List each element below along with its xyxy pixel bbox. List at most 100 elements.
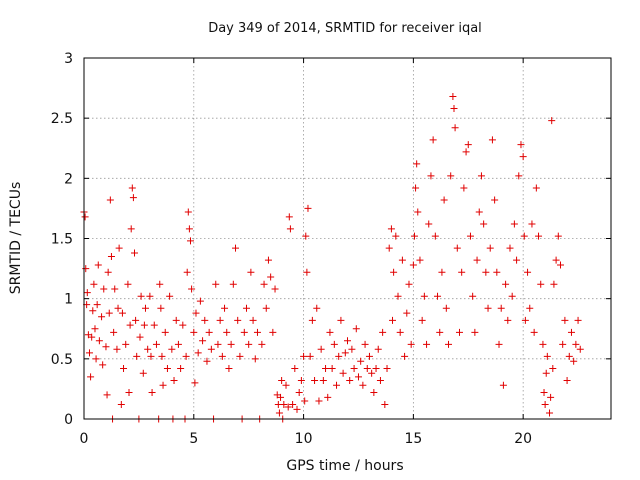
data-point (247, 268, 255, 276)
data-point (126, 321, 134, 329)
data-point (271, 285, 279, 293)
data-point (249, 316, 257, 324)
x-tick-label: 0 (80, 431, 89, 447)
data-point (214, 340, 222, 348)
data-point (118, 309, 126, 317)
data-point (170, 376, 178, 384)
data-point (133, 352, 141, 360)
gridlines (84, 58, 611, 419)
y-axis-label: SRMTID / TECUs (8, 182, 24, 295)
data-point (484, 304, 492, 312)
data-point (526, 304, 534, 312)
data-point (418, 316, 426, 324)
data-point (326, 328, 334, 336)
data-point (95, 337, 103, 345)
data-point (510, 220, 518, 228)
data-point (278, 376, 286, 384)
data-point (547, 393, 555, 401)
data-point (117, 401, 125, 409)
data-point (409, 261, 417, 269)
data-point (302, 232, 310, 240)
data-point (150, 321, 158, 329)
y-tick-label: 2.5 (51, 111, 73, 127)
data-point (344, 337, 351, 345)
data-point (414, 208, 422, 216)
data-point (449, 93, 457, 101)
data-point (125, 389, 133, 397)
data-point (158, 352, 166, 360)
data-point (253, 328, 261, 336)
data-point (199, 337, 207, 345)
data-point (379, 328, 387, 336)
data-point (81, 213, 89, 221)
data-point (227, 340, 235, 348)
data-point (462, 148, 470, 156)
data-point (260, 280, 268, 288)
data-point (460, 184, 468, 192)
data-point (311, 376, 319, 384)
data-point (82, 265, 90, 273)
data-point (317, 345, 325, 353)
data-point (434, 292, 442, 300)
data-point (357, 357, 365, 365)
data-point (284, 403, 292, 411)
data-point (519, 153, 527, 161)
data-point (458, 268, 466, 276)
data-point (242, 304, 250, 312)
data-point (295, 389, 303, 397)
x-tick-label: 20 (514, 431, 532, 447)
data-point (103, 391, 111, 399)
data-point (94, 261, 102, 269)
data-point (471, 328, 479, 336)
data-point (574, 316, 582, 324)
data-point (156, 280, 164, 288)
y-tick-label: 0 (64, 412, 73, 428)
data-point (427, 172, 435, 180)
data-point (506, 244, 514, 252)
data-point (475, 208, 483, 216)
data-point (524, 268, 532, 276)
data-point (328, 364, 336, 372)
data-point (129, 194, 137, 202)
data-point (493, 268, 501, 276)
data-point (440, 196, 448, 204)
data-point (572, 340, 580, 348)
data-point (110, 328, 118, 336)
data-point (480, 220, 488, 228)
data-point (315, 397, 323, 405)
data-point (504, 316, 512, 324)
data-point (148, 389, 156, 397)
data-point (515, 172, 523, 180)
data-point (368, 369, 376, 377)
data-point (341, 349, 349, 357)
data-point (105, 309, 113, 317)
plot-frame (83, 57, 612, 420)
data-point (376, 376, 384, 384)
data-point (277, 393, 285, 401)
data-point (183, 268, 191, 276)
data-point (365, 352, 373, 360)
data-point (405, 280, 413, 288)
data-point (124, 280, 132, 288)
data-point (93, 301, 101, 309)
data-point (100, 285, 108, 293)
axis-ticks: 0 5 10 15 20 0 0.5 1 1.5 2 2.5 3 (51, 51, 611, 447)
y-tick-label: 1 (64, 292, 73, 308)
data-point (127, 225, 135, 233)
data-point (289, 401, 297, 409)
data-point (106, 196, 114, 204)
data-point (297, 376, 305, 384)
data-point (473, 256, 481, 264)
data-point (232, 244, 240, 252)
data-point (111, 285, 119, 293)
data-point (416, 256, 424, 264)
data-point (115, 244, 123, 252)
data-point (132, 316, 140, 324)
data-point (387, 225, 395, 233)
data-point (455, 328, 463, 336)
data-point (337, 316, 345, 324)
data-point (502, 280, 510, 288)
data-point (161, 328, 169, 336)
data-point (159, 381, 167, 389)
data-point (236, 352, 244, 360)
